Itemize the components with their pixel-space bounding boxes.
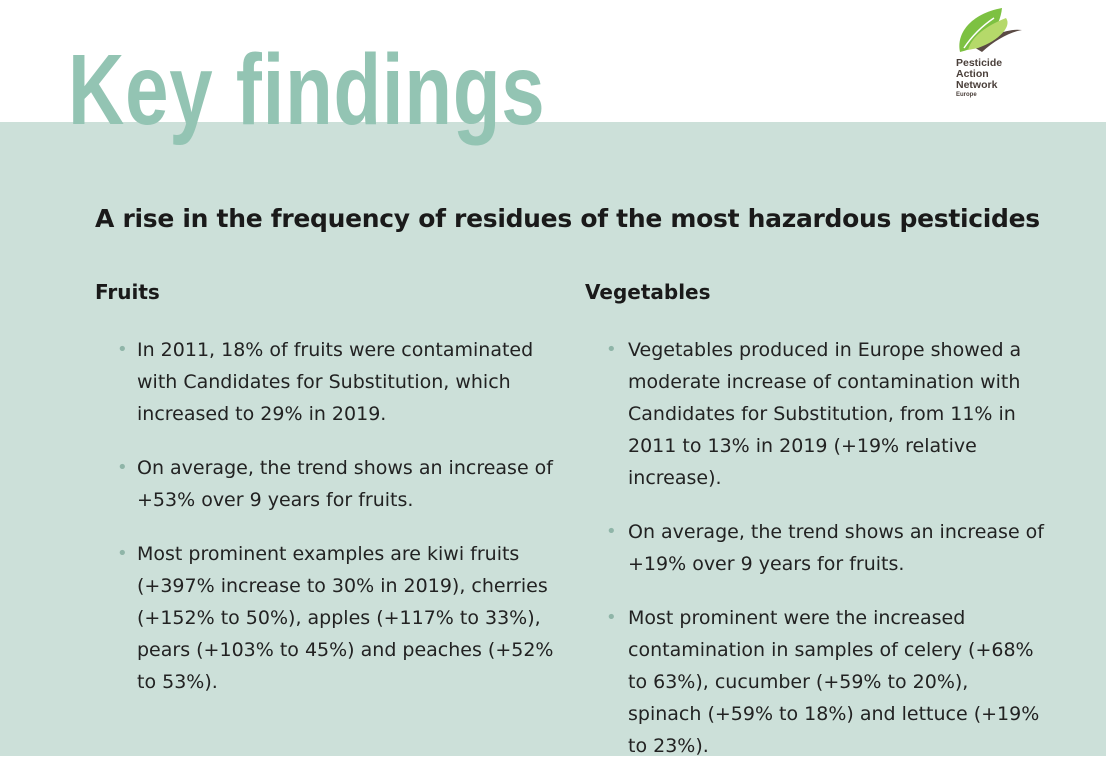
list-item: • Most prominent were the increased conta… [585,602,1045,762]
list-item: • In 2011, 18% of fruits were contaminate… [95,334,555,430]
vegetables-column: Vegetables • Vegetables produced in Europ… [585,280,1045,784]
list-item-text: Most prominent examples are kiwi fruits … [137,543,554,693]
fruits-column: Fruits • In 2011, 18% of fruits were cont… [95,280,555,720]
list-item-text: On average, the trend shows an increase … [628,521,1044,575]
column-title: Vegetables [585,280,711,304]
logo-text: Europe [956,92,977,98]
bullet-icon: • [117,339,128,360]
bullet-icon: • [606,521,617,542]
list-item: • Most prominent examples are kiwi fruits… [95,538,555,698]
section-heading: A rise in the frequency of residues of t… [95,204,1040,233]
bullet-icon: • [606,607,617,628]
list-item-text: On average, the trend shows an increase … [137,457,553,511]
content-background [0,122,1106,756]
bullet-icon: • [117,457,128,478]
logo-text: Pesticide [956,57,1003,69]
bullet-list: • Vegetables produced in Europe showed a … [585,334,1045,762]
pan-europe-logo: Pesticide Action Network Europe [950,6,1030,116]
bullet-icon: • [117,543,128,564]
column-title: Fruits [95,280,160,304]
leaf-icon [959,8,1022,52]
list-item: • On average, the trend shows an increase… [95,452,555,516]
list-item-text: In 2011, 18% of fruits were contaminated… [137,339,534,425]
logo-text: Network [956,79,998,91]
list-item: • Vegetables produced in Europe showed a … [585,334,1045,494]
list-item-text: Vegetables produced in Europe showed a m… [628,339,1022,489]
bullet-list: • In 2011, 18% of fruits were contaminate… [95,334,555,698]
list-item: • On average, the trend shows an increase… [585,516,1045,580]
bullet-icon: • [606,339,617,360]
logo-text: Action [956,68,989,80]
list-item-text: Most prominent were the increased contam… [628,607,1040,757]
page-title: Key findings [68,34,546,146]
